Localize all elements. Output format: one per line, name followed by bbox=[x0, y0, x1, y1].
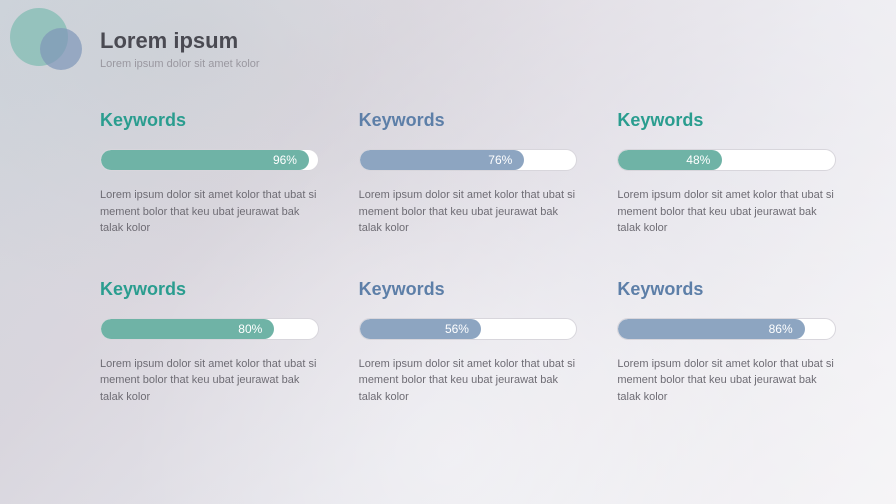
card-4: Keywords 80% Lorem ipsum dolor sit amet … bbox=[100, 279, 319, 406]
progress-bar: 56% bbox=[359, 318, 578, 340]
progress-fill: 86% bbox=[618, 319, 804, 339]
card-description: Lorem ipsum dolor sit amet kolor that ub… bbox=[359, 187, 578, 237]
card-heading: Keywords bbox=[359, 279, 578, 300]
card-heading: Keywords bbox=[359, 110, 578, 131]
cards-grid: Keywords 96% Lorem ipsum dolor sit amet … bbox=[100, 110, 836, 405]
progress-fill: 76% bbox=[360, 150, 525, 170]
header: Lorem ipsum Lorem ipsum dolor sit amet k… bbox=[100, 28, 836, 70]
card-heading: Keywords bbox=[100, 110, 319, 131]
card-1: Keywords 96% Lorem ipsum dolor sit amet … bbox=[100, 110, 319, 237]
progress-bar: 96% bbox=[100, 149, 319, 171]
card-description: Lorem ipsum dolor sit amet kolor that ub… bbox=[100, 187, 319, 237]
card-heading: Keywords bbox=[100, 279, 319, 300]
card-2: Keywords 76% Lorem ipsum dolor sit amet … bbox=[359, 110, 578, 237]
card-description: Lorem ipsum dolor sit amet kolor that ub… bbox=[617, 187, 836, 237]
progress-fill: 96% bbox=[101, 150, 309, 170]
card-heading: Keywords bbox=[617, 279, 836, 300]
progress-bar: 48% bbox=[617, 149, 836, 171]
logo bbox=[18, 14, 82, 78]
card-3: Keywords 48% Lorem ipsum dolor sit amet … bbox=[617, 110, 836, 237]
progress-bar: 86% bbox=[617, 318, 836, 340]
progress-fill: 80% bbox=[101, 319, 274, 339]
progress-fill: 48% bbox=[618, 150, 722, 170]
card-heading: Keywords bbox=[617, 110, 836, 131]
card-5: Keywords 56% Lorem ipsum dolor sit amet … bbox=[359, 279, 578, 406]
page-title: Lorem ipsum bbox=[100, 28, 836, 54]
slide: Lorem ipsum Lorem ipsum dolor sit amet k… bbox=[0, 0, 896, 504]
card-6: Keywords 86% Lorem ipsum dolor sit amet … bbox=[617, 279, 836, 406]
progress-bar: 80% bbox=[100, 318, 319, 340]
progress-bar: 76% bbox=[359, 149, 578, 171]
page-subtitle: Lorem ipsum dolor sit amet kolor bbox=[100, 58, 836, 70]
progress-fill: 56% bbox=[360, 319, 481, 339]
card-description: Lorem ipsum dolor sit amet kolor that ub… bbox=[100, 356, 319, 406]
logo-circle-2 bbox=[40, 28, 82, 70]
card-description: Lorem ipsum dolor sit amet kolor that ub… bbox=[359, 356, 578, 406]
card-description: Lorem ipsum dolor sit amet kolor that ub… bbox=[617, 356, 836, 406]
